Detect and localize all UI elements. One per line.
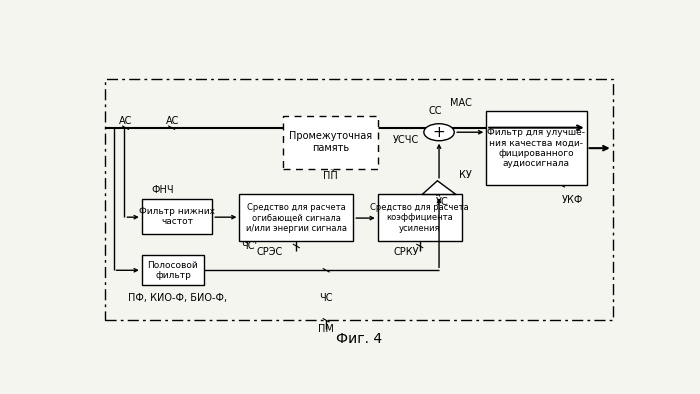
Circle shape [424,124,454,141]
Bar [378,194,462,242]
Text: МАС: МАС [450,98,472,108]
Polygon shape [422,181,456,194]
Text: АС: АС [166,116,179,126]
Text: Средство для расчета
коэффициента
усиления: Средство для расчета коэффициента усилен… [370,203,469,233]
Text: ФНЧ: ФНЧ [151,186,174,195]
Bar [105,79,612,320]
Text: Фильтр для улучше-
ния качества моди-
фицированного
аудиосигнала: Фильтр для улучше- ния качества моди- фи… [487,128,585,168]
Text: Промежуточная
память: Промежуточная память [288,131,372,153]
Text: Полосовой
фильтр: Полосовой фильтр [148,260,198,280]
Bar [239,194,354,242]
Text: УСЧС: УСЧС [393,135,419,145]
Text: ПФ, КИО-Ф, БИО-Ф,: ПФ, КИО-Ф, БИО-Ф, [128,293,228,303]
Text: АС: АС [119,116,132,126]
Text: УКФ: УКФ [562,195,584,206]
Text: УС: УС [436,197,449,207]
Text: КУ: КУ [459,170,472,180]
Text: ЧС: ЧС [319,293,333,303]
Text: ЧС': ЧС' [241,241,257,251]
Bar [141,199,212,234]
Text: +: + [433,125,445,140]
Text: Фиг. 4: Фиг. 4 [336,332,382,346]
Bar [141,255,204,285]
Text: СРКУ: СРКУ [393,247,419,257]
Bar [283,115,378,169]
Text: Средство для расчета
огибающей сигнала
и/или энергии сигнала: Средство для расчета огибающей сигнала и… [246,203,347,233]
Text: ПП: ПП [323,171,338,180]
Text: ПМ: ПМ [318,323,334,333]
Text: СРЭС: СРЭС [256,247,282,257]
Text: СС: СС [428,106,442,116]
Bar [486,111,587,185]
Text: Фильтр нижних
частот: Фильтр нижних частот [139,207,215,226]
